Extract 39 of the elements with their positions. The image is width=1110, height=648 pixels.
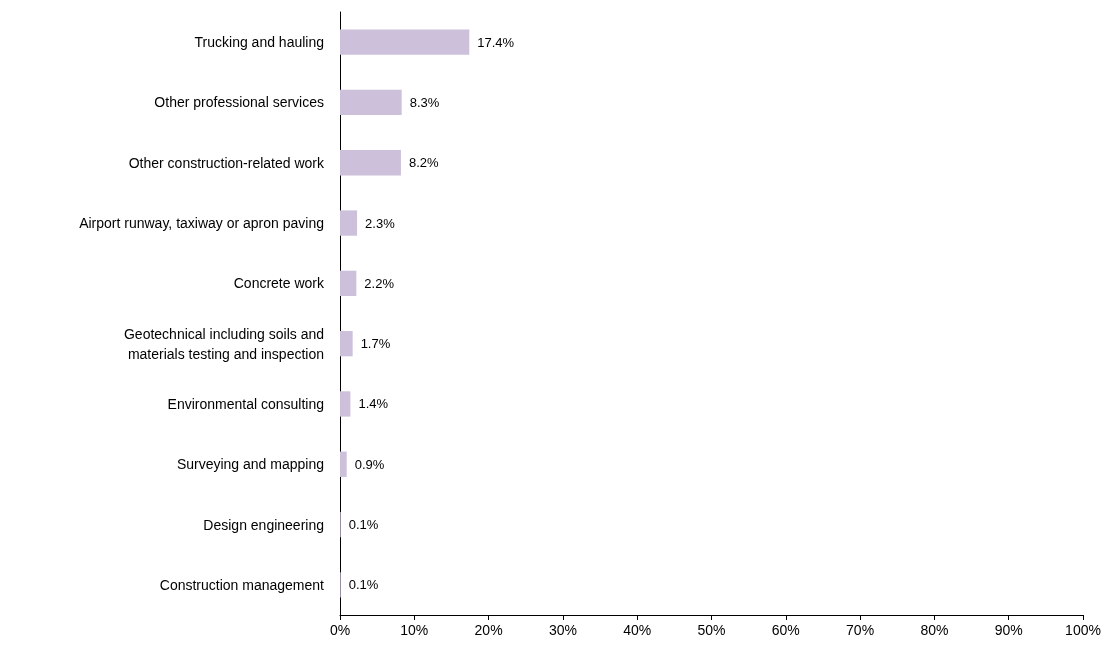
y-tick-label: Environmental consulting <box>167 395 324 412</box>
x-tick-label: 20% <box>474 622 503 638</box>
y-tick-label: Airport runway, taxiway or apron paving <box>79 215 324 232</box>
bar <box>340 330 353 357</box>
data-label: 0.9% <box>354 456 385 472</box>
y-tick-label: Surveying and mapping <box>176 456 324 473</box>
bar <box>340 451 347 477</box>
y-tick-label: Geotechnical including soils and materials testing and inspection <box>123 325 324 362</box>
x-tick-label: 50% <box>697 622 726 638</box>
x-tick-label: 70% <box>846 622 875 638</box>
data-label: 2.3% <box>365 215 396 231</box>
data-label: 1.7% <box>360 336 391 352</box>
x-tick-label: 80% <box>920 622 949 638</box>
y-tick-label: Concrete work <box>233 275 325 292</box>
bar <box>340 210 358 236</box>
y-tick-label: Trucking and hauling <box>194 34 324 51</box>
bar <box>340 89 402 116</box>
data-label: 8.2% <box>408 155 439 171</box>
data-label: 0.1% <box>348 517 379 533</box>
data-label: 0.1% <box>348 577 379 593</box>
x-tick-label: 0% <box>329 622 351 638</box>
x-tick-label: 40% <box>623 622 652 638</box>
x-tick-label: 100% <box>1065 622 1101 638</box>
data-label: 1.4% <box>358 396 389 412</box>
x-tick-label: 60% <box>771 622 800 638</box>
bar <box>340 391 351 417</box>
y-tick-label: Design engineering <box>203 516 324 533</box>
x-tick-label: 10% <box>400 622 429 638</box>
bar <box>340 270 357 297</box>
data-label: 17.4% <box>477 34 515 50</box>
y-tick-label: Construction management <box>159 576 325 593</box>
y-tick-label: Other professional services <box>154 94 324 111</box>
x-tick-label: 90% <box>994 622 1023 638</box>
bar <box>340 29 470 55</box>
data-label: 8.3% <box>409 94 440 110</box>
data-label: 2.2% <box>364 275 395 291</box>
x-tick-label: 30% <box>548 622 577 638</box>
bar <box>340 150 401 176</box>
y-tick-label: Other construction-related work <box>128 154 325 171</box>
